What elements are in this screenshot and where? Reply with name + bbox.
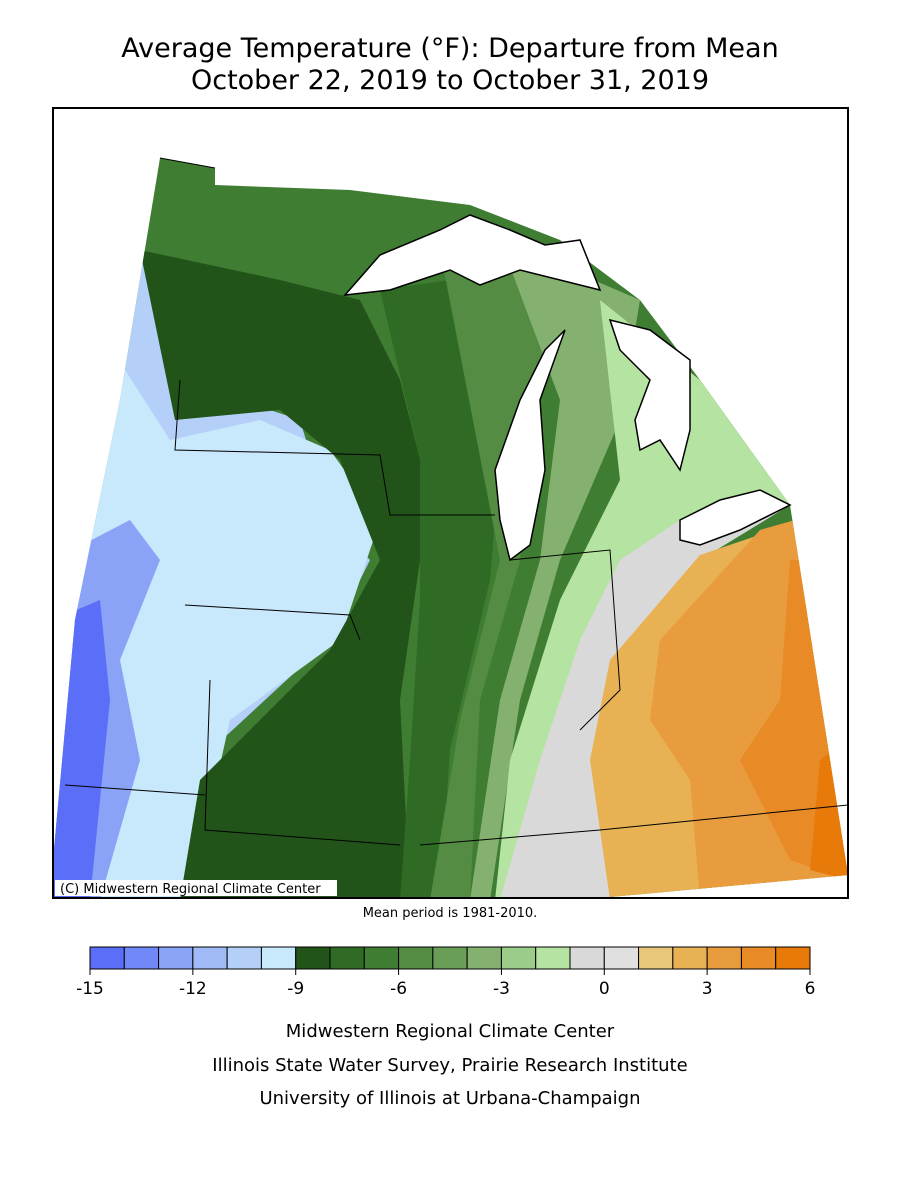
legend-swatch (89, 946, 125, 970)
legend-swatch (569, 946, 605, 970)
tick-label: -3 (493, 979, 510, 999)
legend-swatch (260, 946, 297, 970)
footer-line: Midwestern Regional Climate Center (286, 1021, 615, 1042)
legend-swatch (500, 946, 537, 970)
legend-swatch (363, 946, 400, 970)
tick-label: -12 (179, 979, 207, 999)
footer-line: University of Illinois at Urbana-Champai… (259, 1088, 640, 1109)
footer-line: Illinois State Water Survey, Prairie Res… (212, 1055, 687, 1076)
note: Mean period is 1981-2010. (363, 906, 538, 921)
legend-swatch (672, 946, 708, 970)
tick-label: 0 (599, 979, 610, 999)
legend-swatch (466, 946, 502, 970)
legend-swatch (740, 946, 777, 970)
legend-swatch (329, 946, 365, 970)
map-title: Average Temperature (°F): Departure from… (121, 33, 778, 64)
tick-label: -15 (76, 979, 104, 999)
legend-swatch (398, 946, 434, 970)
legend-swatch (226, 946, 262, 970)
copyright: (C) Midwestern Regional Climate Center (60, 882, 321, 897)
legend: -15 -12 -9 -6 -3 0 3 6 (76, 946, 816, 999)
tick-label: -6 (390, 979, 407, 999)
legend-swatch (123, 946, 160, 970)
legend-swatch (775, 946, 811, 970)
legend-swatch (603, 946, 640, 970)
legend-swatch (295, 946, 331, 970)
tick-label: -9 (287, 979, 304, 999)
legend-swatch (535, 946, 571, 970)
tick-label: 3 (702, 979, 713, 999)
legend-swatch (432, 946, 468, 970)
legend-swatch (192, 946, 228, 970)
tick-label: 6 (805, 979, 816, 999)
map (52, 107, 849, 899)
legend-swatch (158, 946, 194, 970)
legend-swatch (706, 946, 742, 970)
map-subtitle: October 22, 2019 to October 31, 2019 (191, 65, 709, 96)
legend-swatch (638, 946, 674, 970)
